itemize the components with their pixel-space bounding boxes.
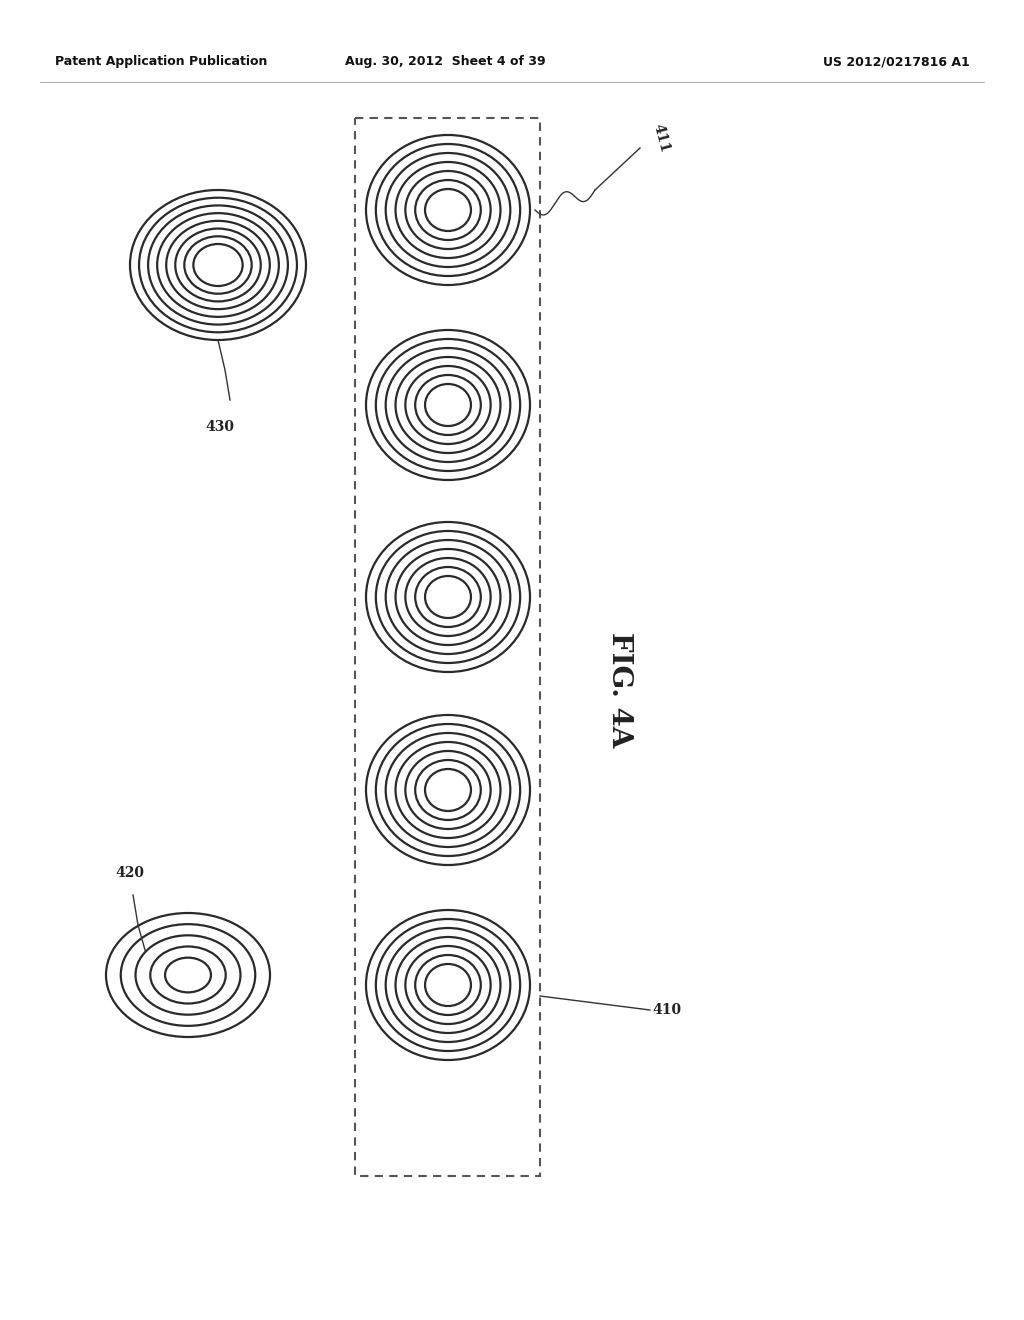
Text: Patent Application Publication: Patent Application Publication bbox=[55, 55, 267, 69]
Text: 430: 430 bbox=[206, 420, 234, 434]
Text: FIG. 4A: FIG. 4A bbox=[606, 632, 634, 747]
Bar bbox=[355, 117, 540, 1176]
Text: 410: 410 bbox=[652, 1003, 681, 1016]
Text: 420: 420 bbox=[116, 866, 144, 880]
Text: US 2012/0217816 A1: US 2012/0217816 A1 bbox=[823, 55, 970, 69]
Text: 411: 411 bbox=[650, 121, 671, 154]
Text: Aug. 30, 2012  Sheet 4 of 39: Aug. 30, 2012 Sheet 4 of 39 bbox=[345, 55, 546, 69]
